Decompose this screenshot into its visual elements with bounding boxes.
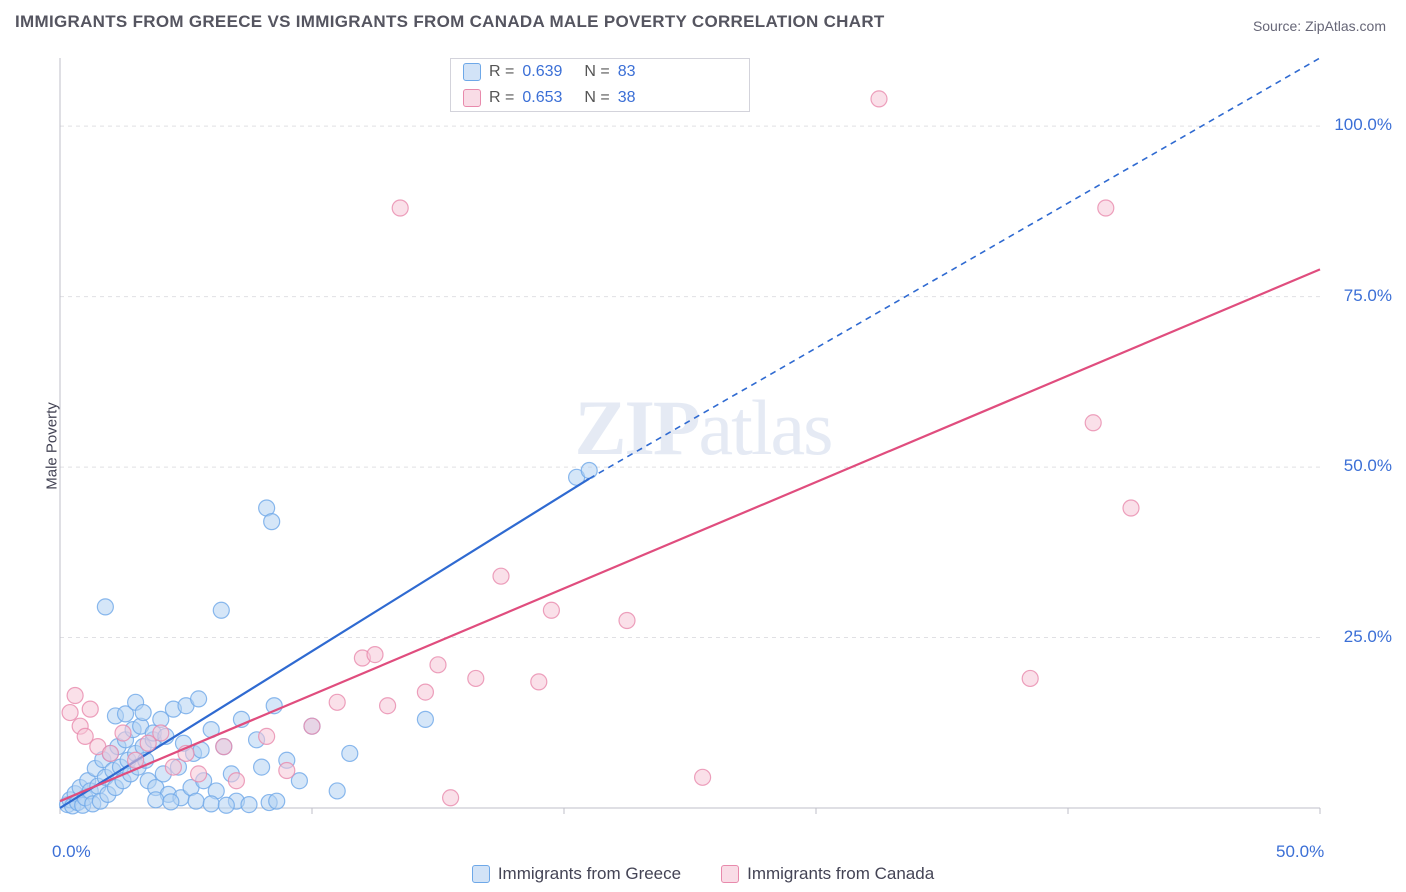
legend-row-canada: R = 0.653 N = 38 (451, 85, 749, 111)
chart-title: IMMIGRANTS FROM GREECE VS IMMIGRANTS FRO… (15, 12, 885, 32)
legend-r-label: R = (489, 63, 514, 81)
y-tick-label: 25.0% (1344, 627, 1392, 647)
series-legend: Immigrants from Greece Immigrants from C… (0, 864, 1406, 884)
scatter-plot-svg (50, 48, 1380, 838)
plot-area (50, 48, 1380, 838)
legend-row-greece: R = 0.639 N = 83 (451, 59, 749, 85)
source-attribution: Source: ZipAtlas.com (1253, 18, 1386, 34)
legend-item-canada: Immigrants from Canada (721, 864, 934, 884)
legend-swatch-canada (463, 89, 481, 107)
legend-label-greece: Immigrants from Greece (498, 864, 681, 884)
legend-n-value-canada: 38 (618, 89, 636, 107)
y-tick-label: 50.0% (1344, 456, 1392, 476)
y-tick-label: 100.0% (1334, 115, 1392, 135)
legend-n-label: N = (584, 63, 609, 81)
y-tick-label: 75.0% (1344, 286, 1392, 306)
legend-r-value-greece: 0.639 (522, 63, 562, 81)
legend-n-value-greece: 83 (618, 63, 636, 81)
legend-item-greece: Immigrants from Greece (472, 864, 681, 884)
legend-swatch-canada (721, 865, 739, 883)
legend-n-label: N = (584, 89, 609, 107)
chart-container: IMMIGRANTS FROM GREECE VS IMMIGRANTS FRO… (0, 0, 1406, 892)
correlation-legend: R = 0.639 N = 83 R = 0.653 N = 38 (450, 58, 750, 112)
legend-label-canada: Immigrants from Canada (747, 864, 934, 884)
x-tick-label: 0.0% (52, 842, 91, 862)
legend-r-label: R = (489, 89, 514, 107)
legend-swatch-greece (463, 63, 481, 81)
x-tick-label: 50.0% (1276, 842, 1324, 862)
legend-r-value-canada: 0.653 (522, 89, 562, 107)
legend-swatch-greece (472, 865, 490, 883)
